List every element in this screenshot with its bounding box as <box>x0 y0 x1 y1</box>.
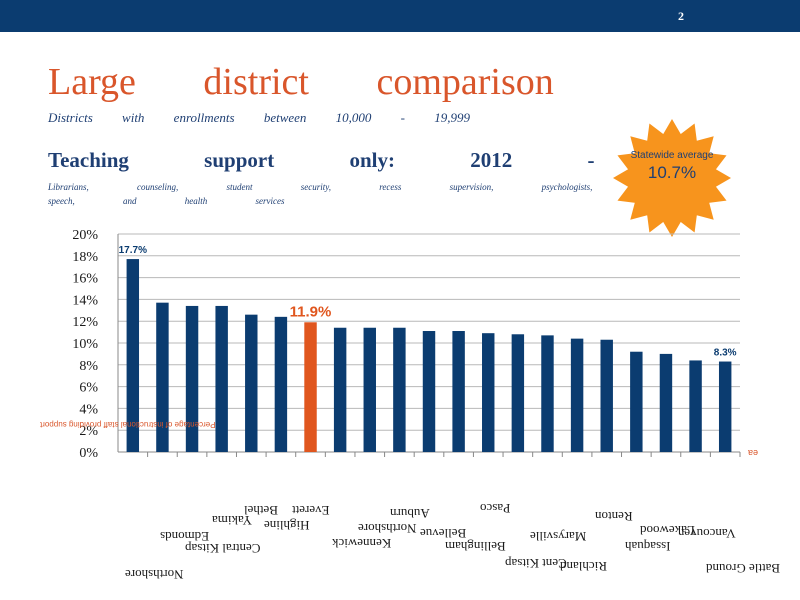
y-tick-label: 6% <box>79 381 98 396</box>
data-label: 17.7% <box>119 245 147 256</box>
page-title: Large district comparison <box>48 61 554 103</box>
data-label: 11.9% <box>290 303 332 320</box>
statewide-average-value: 10.7% <box>647 163 697 182</box>
y-tick-label: 20% <box>72 228 98 243</box>
x-category-label: Bethel <box>244 503 278 518</box>
x-category-label: Pasco <box>480 501 511 516</box>
x-category-label: Northshore <box>125 567 184 582</box>
bar <box>185 305 199 452</box>
data-label: 8.3% <box>714 348 737 359</box>
side-mark: ea <box>748 448 759 458</box>
x-category-label: Auburn <box>390 506 430 521</box>
y-tick-label: 4% <box>79 402 98 417</box>
y-tick-label: 10% <box>72 337 98 352</box>
y-tick-label: 12% <box>72 315 98 330</box>
bar <box>363 327 376 452</box>
bar <box>156 302 169 452</box>
bar <box>570 338 584 452</box>
y-tick-label: 0% <box>79 446 98 461</box>
header-bar: 2 <box>0 0 800 32</box>
x-category-label: Everett <box>292 503 330 518</box>
section-heading: Teaching support only: 2012 - 13 <box>48 148 691 172</box>
starburst-icon <box>613 119 731 237</box>
y-tick-label: 14% <box>72 293 98 308</box>
bar <box>718 361 732 452</box>
bar <box>274 316 288 452</box>
x-category-label: Central Kitsap <box>185 541 261 556</box>
bar <box>215 305 228 452</box>
x-category-label: Renton <box>595 509 633 524</box>
x-category-label: Battle Ground <box>706 561 781 576</box>
bar <box>630 351 643 452</box>
statewide-average-text: Statewide average 10.7% <box>612 150 732 184</box>
x-category-label: Cent Kitsap <box>505 556 567 571</box>
x-category-label: Northshore <box>358 521 417 536</box>
x-category-label: Highline <box>264 518 310 533</box>
bar <box>304 322 317 452</box>
statewide-average-label: Statewide average <box>630 150 714 161</box>
side-note: Percentage of instructional staff provid… <box>40 420 216 429</box>
page-number: 2 <box>678 9 684 23</box>
bar <box>689 360 702 452</box>
x-category-label: Kennewick <box>332 536 392 551</box>
bar <box>333 327 347 452</box>
x-category-label: Vancouver <box>680 526 736 541</box>
bar <box>245 314 258 452</box>
y-tick-label: 16% <box>72 272 98 287</box>
bar <box>511 334 525 452</box>
bar-chart: 0% 2% 4% 6% 8% 10% 12% 14% 16% 18% 20% 17.7% 11.9% 8.… <box>72 228 741 461</box>
y-tick-label: 18% <box>72 250 98 265</box>
bar <box>422 331 436 452</box>
x-category-label: Marysville <box>530 529 587 544</box>
page-subtitle: Districts with enrollments between 10,00… <box>48 110 470 125</box>
x-category-label: Issaquah <box>625 539 671 554</box>
bar <box>541 335 554 452</box>
section-description: Librarians, counseling, student security… <box>48 182 593 206</box>
bar <box>600 339 613 452</box>
x-category-label: Richland <box>560 559 607 574</box>
statewide-average-badge <box>613 119 731 237</box>
x-category-label: Bellingham <box>445 539 506 554</box>
bar <box>659 353 673 452</box>
bar <box>393 327 406 452</box>
y-tick-label: 8% <box>79 359 98 374</box>
y-tick-label: 2% <box>79 424 98 439</box>
bar <box>126 259 140 452</box>
bar <box>452 331 465 452</box>
bar <box>482 333 495 452</box>
